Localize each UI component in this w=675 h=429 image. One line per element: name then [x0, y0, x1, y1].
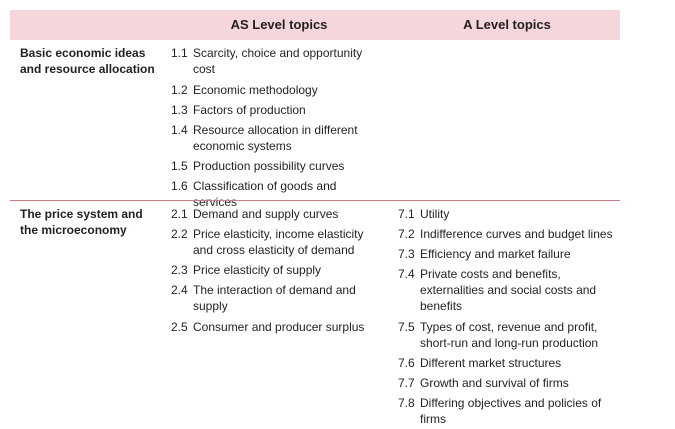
section-title-line: The price system and — [20, 207, 143, 221]
topic-text: cost — [193, 62, 216, 76]
topic-number: 7.6 — [398, 356, 415, 370]
topic-7-3: 7.3 Efficiency and market failure — [398, 246, 616, 262]
topic-text: and cross elasticity of demand — [193, 243, 355, 257]
topic-7-2: 7.2 Indifference curves and budget lines — [398, 226, 616, 242]
section-title-line: Basic economic ideas — [20, 46, 146, 60]
topic-text: firms — [420, 412, 446, 426]
topic-text: Efficiency and market failure — [420, 247, 571, 261]
topic-text: Different market structures — [420, 356, 562, 370]
topic-text: Price elasticity of supply — [193, 263, 322, 277]
topic-2-5: 2.5 Consumer and producer surplus — [171, 319, 383, 335]
topic-number: 2.3 — [171, 263, 188, 277]
topic-text: benefits — [420, 299, 463, 313]
section-title-line: and resource allocation — [20, 62, 155, 76]
topic-number: 7.2 — [398, 227, 415, 241]
topic-number: 7.8 — [398, 396, 415, 410]
topic-7-8: 7.8 Differing objectives and policies of… — [398, 395, 616, 427]
topic-number: 2.4 — [171, 283, 188, 297]
topic-number: 7.1 — [398, 207, 415, 221]
topic-text: Utility — [420, 207, 450, 221]
topic-text: The interaction of demand and — [193, 283, 356, 297]
topic-text: Price elasticity, income elasticity — [193, 227, 364, 241]
topic-text: externalities and social costs and — [420, 283, 597, 297]
topic-text: Growth and survival of firms — [420, 376, 569, 390]
topic-number: 1.4 — [171, 123, 188, 137]
topic-7-5: 7.5 Types of cost, revenue and profit, s… — [398, 319, 616, 351]
topic-text: Factors of production — [193, 103, 306, 117]
topic-1-3: 1.3 Factors of production — [171, 102, 383, 118]
section-title-line: the microeconomy — [20, 223, 127, 237]
topic-number: 1.1 — [171, 46, 188, 60]
topic-text: Indifference curves and budget lines — [420, 227, 613, 241]
topic-text: Differing objectives and policies of — [420, 396, 602, 410]
topic-text: Types of cost, revenue and profit, — [420, 320, 598, 334]
topic-text: Resource allocation in different — [193, 123, 358, 137]
topic-number: 7.4 — [398, 267, 415, 281]
topic-text: Scarcity, choice and opportunity — [193, 46, 363, 60]
topic-1-5: 1.5 Production possibility curves — [171, 158, 383, 174]
topic-text: Economic methodology — [193, 83, 318, 97]
topic-number: 7.7 — [398, 376, 415, 390]
topic-number: 7.5 — [398, 320, 415, 334]
topic-number: 1.3 — [171, 103, 188, 117]
table-header-band — [10, 10, 620, 40]
topic-text: Private costs and benefits, — [420, 267, 561, 281]
row-divider — [10, 200, 620, 201]
topic-2-3: 2.3 Price elasticity of supply — [171, 262, 383, 278]
topic-number: 1.6 — [171, 179, 188, 193]
topic-text: short-run and long-run production — [420, 336, 599, 350]
topic-7-6: 7.6 Different market structures — [398, 355, 616, 371]
topic-1-6: 1.6 Classification of goods and services — [171, 178, 383, 210]
topic-1-1: 1.1 Scarcity, choice and opportunity cos… — [171, 45, 383, 77]
topic-number: 7.3 — [398, 247, 415, 261]
topic-7-7: 7.7 Growth and survival of firms — [398, 375, 616, 391]
section-title-basic-economic-ideas: Basic economic ideas and resource alloca… — [20, 45, 170, 77]
topic-text: economic systems — [193, 139, 292, 153]
topic-7-1: 7.1 Utility — [398, 206, 616, 222]
topic-7-4: 7.4 Private costs and benefits, external… — [398, 266, 616, 314]
topic-1-4: 1.4 Resource allocation in different eco… — [171, 122, 383, 154]
topic-2-1: 2.1 Demand and supply curves — [171, 206, 383, 222]
a-level-header: A Level topics — [463, 17, 551, 32]
section-title-price-system: The price system and the microeconomy — [20, 206, 170, 238]
topic-text: supply — [193, 299, 228, 313]
topic-text: Consumer and producer surplus — [193, 320, 365, 334]
topic-text: Demand and supply curves — [193, 207, 339, 221]
topic-number: 1.2 — [171, 83, 188, 97]
topic-1-2: 1.2 Economic methodology — [171, 82, 383, 98]
topic-2-4: 2.4 The interaction of demand and supply — [171, 282, 383, 314]
topic-number: 2.5 — [171, 320, 188, 334]
topic-number: 1.5 — [171, 159, 188, 173]
topic-number: 2.2 — [171, 227, 188, 241]
topic-text: Production possibility curves — [193, 159, 345, 173]
topic-2-2: 2.2 Price elasticity, income elasticity … — [171, 226, 383, 258]
topic-text: Classification of goods and services — [193, 179, 337, 209]
as-level-header: AS Level topics — [230, 17, 328, 32]
topic-number: 2.1 — [171, 207, 188, 221]
